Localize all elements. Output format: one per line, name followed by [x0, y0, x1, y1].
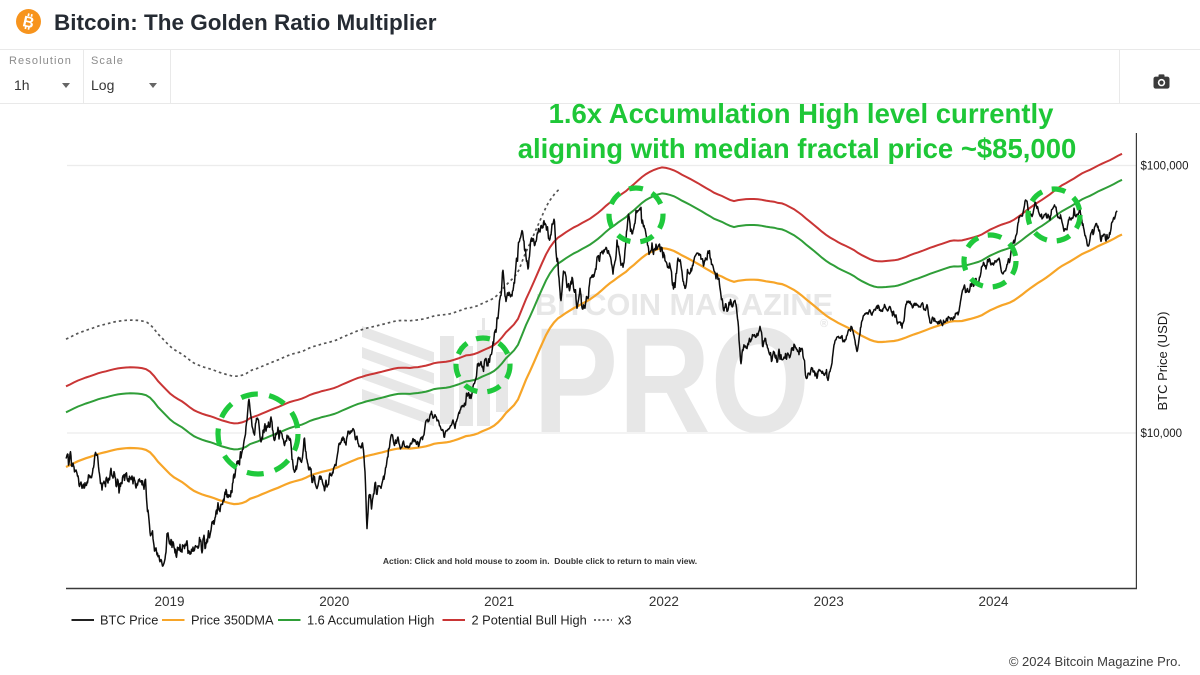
svg-text:Price 350DMA: Price 350DMA: [191, 613, 274, 628]
svg-text:BTC Price (USD): BTC Price (USD): [1155, 312, 1170, 411]
svg-text:© 2024 Bitcoin Magazine Pro.: © 2024 Bitcoin Magazine Pro.: [1009, 654, 1181, 669]
svg-text:x3: x3: [618, 613, 632, 628]
svg-text:B: B: [21, 13, 36, 32]
svg-text:2022: 2022: [649, 594, 679, 609]
svg-text:®: ®: [820, 318, 828, 330]
svg-text:aligning with median fractal p: aligning with median fractal price ~$85,…: [518, 133, 1077, 164]
svg-text:2019: 2019: [154, 594, 184, 609]
svg-text:2023: 2023: [814, 594, 844, 609]
svg-text:2021: 2021: [484, 594, 514, 609]
svg-text:2 Potential Bull High: 2 Potential Bull High: [472, 613, 587, 628]
svg-text:PRO: PRO: [533, 296, 810, 464]
svg-text:2024: 2024: [978, 594, 1009, 609]
svg-text:1.6x Accumulation High level c: 1.6x Accumulation High level currently: [549, 98, 1055, 129]
svg-text:$100,000: $100,000: [1141, 161, 1189, 173]
svg-text:2020: 2020: [319, 594, 349, 609]
svg-text:BTC Price: BTC Price: [100, 613, 158, 628]
svg-text:$10,000: $10,000: [1141, 428, 1183, 440]
svg-text:1.6 Accumulation High: 1.6 Accumulation High: [307, 613, 434, 628]
svg-text:Action: Click and hold mouse t: Action: Click and hold mouse to zoom in.…: [383, 556, 697, 566]
